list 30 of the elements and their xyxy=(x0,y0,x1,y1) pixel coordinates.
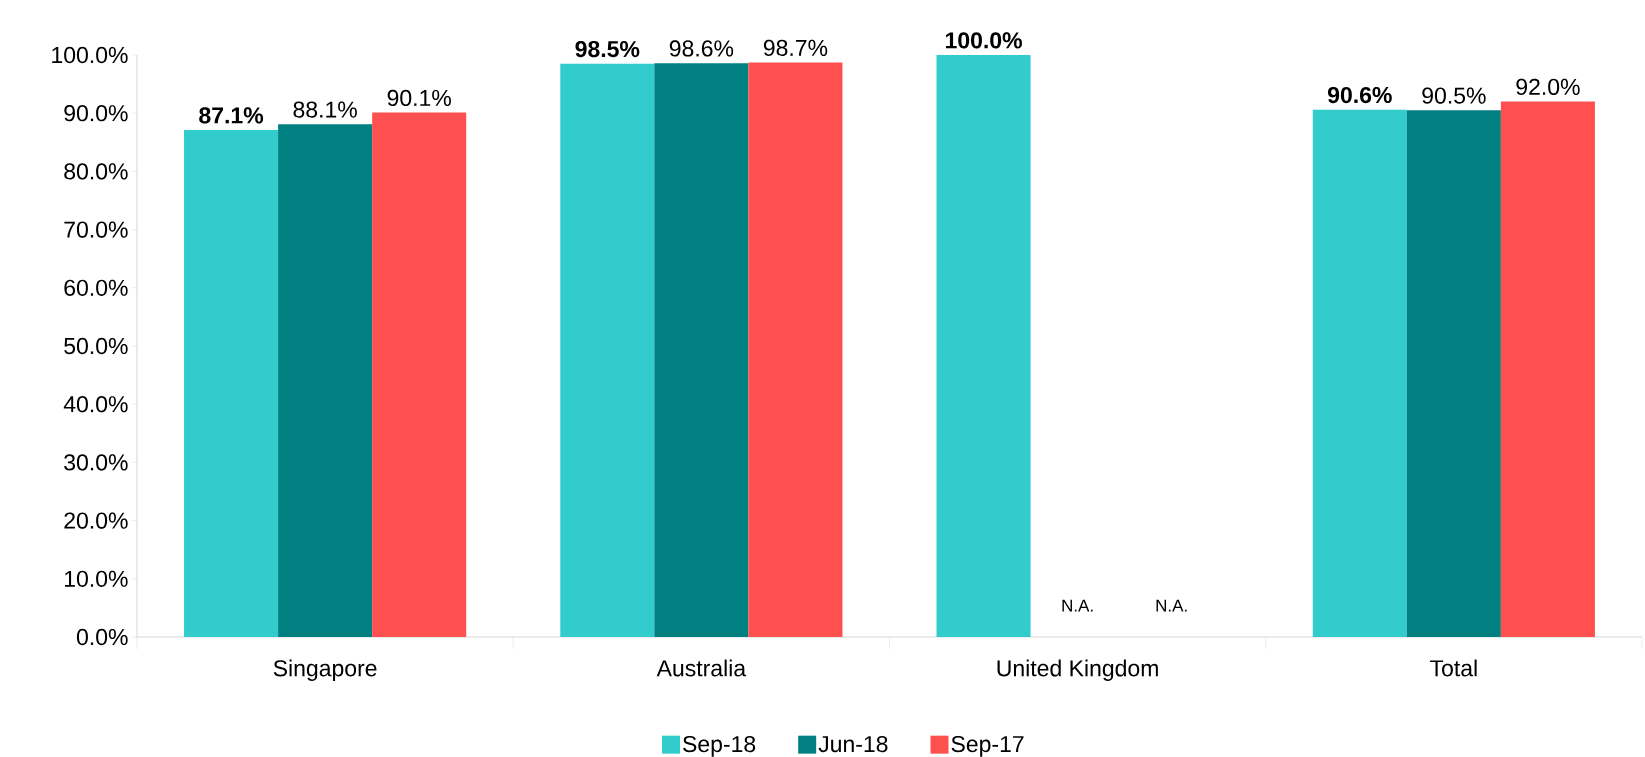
data-label: 88.1% xyxy=(293,101,357,118)
y-tick-label: 70.0% xyxy=(64,221,128,238)
y-tick-label: 50.0% xyxy=(64,337,128,355)
y-tick-label: 40.0% xyxy=(63,396,128,413)
y-tick-label: 60.0% xyxy=(64,279,128,296)
data-label: 98.6% xyxy=(669,40,734,57)
data-label: 90.1% xyxy=(387,89,451,107)
data-label: 100.0% xyxy=(945,32,1022,49)
data-label: 90.6% xyxy=(1327,86,1392,104)
data-label: 98.7% xyxy=(763,39,828,57)
y-tick-label: 20.0% xyxy=(64,512,128,529)
y-tick-label: 0.0% xyxy=(76,628,128,646)
data-label: 87.1% xyxy=(199,107,264,124)
text: N.A. xyxy=(1156,599,1187,612)
data-label: 92.0% xyxy=(1516,78,1580,96)
text: N.A. xyxy=(1062,599,1093,612)
x-tick-label: Total xyxy=(1430,659,1477,677)
x-tick-label: United Kingdom xyxy=(997,659,1158,681)
x-tick-label: Singapore xyxy=(273,659,377,681)
legend-label: Sep-17 xyxy=(951,735,1024,757)
y-tick-label: 90.0% xyxy=(64,105,128,122)
data-label: 90.5% xyxy=(1422,87,1486,104)
y-tick-label: 30.0% xyxy=(64,454,128,471)
legend-label: Jun-18 xyxy=(818,735,888,753)
y-tick-label: 80.0% xyxy=(64,163,128,180)
y-tick-label: 100.0% xyxy=(52,46,128,64)
data-label: 98.5% xyxy=(575,40,640,58)
legend-label: Sep-18 xyxy=(683,735,756,757)
y-tick-label: 10.0% xyxy=(65,570,128,587)
x-tick-label: Australia xyxy=(656,659,747,677)
